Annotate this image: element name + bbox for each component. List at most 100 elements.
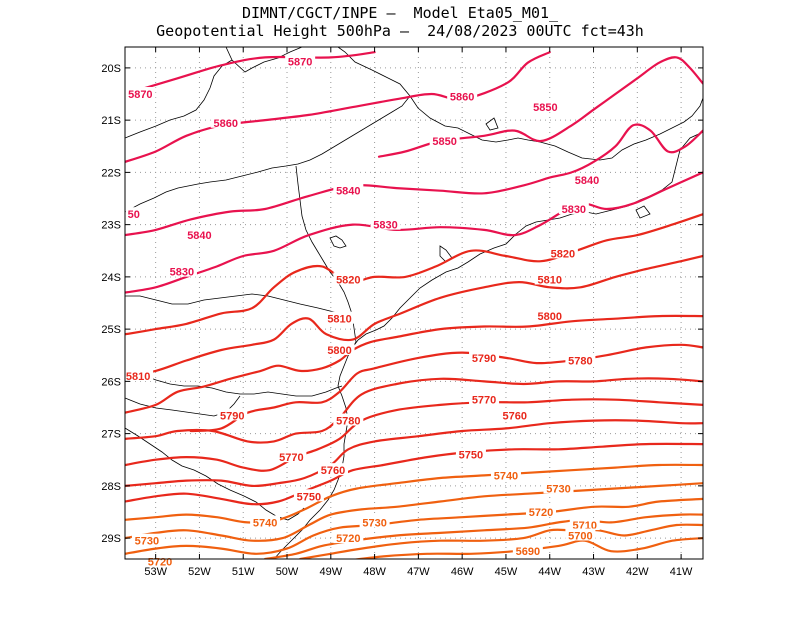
title-line-2: Geopotential Height 500hPa – 24/08/2023 … bbox=[156, 22, 644, 40]
lat-tick-label: 22S bbox=[101, 167, 121, 179]
plot-frame bbox=[124, 46, 704, 560]
lon-tick-label: 52W bbox=[188, 566, 211, 578]
contour-5780 bbox=[125, 377, 703, 444]
state-border bbox=[125, 95, 411, 213]
contour-5740 bbox=[125, 463, 703, 524]
state-border bbox=[125, 371, 343, 397]
contour-5870 bbox=[125, 51, 376, 96]
contour-label: 50 bbox=[128, 209, 140, 221]
contour-5840 bbox=[125, 123, 703, 237]
contour-label-bg bbox=[217, 408, 248, 421]
contour-lines bbox=[125, 51, 703, 559]
contour-label: 5810 bbox=[126, 371, 150, 383]
contour-label-bg bbox=[547, 246, 578, 259]
contour-label: 5750 bbox=[297, 491, 321, 503]
contour-label: 5840 bbox=[575, 175, 599, 187]
state-border bbox=[125, 293, 353, 319]
lat-tick-label: 29S bbox=[101, 533, 121, 545]
contour-label: 5740 bbox=[253, 517, 277, 529]
contour-label-bg bbox=[571, 173, 602, 186]
contour-label-bg bbox=[145, 554, 176, 567]
contour-label-bg bbox=[530, 100, 561, 113]
contour-5700 bbox=[299, 523, 703, 559]
contour-label-bg bbox=[131, 533, 162, 546]
contour-label: 5850 bbox=[432, 136, 456, 148]
contour-label-bg bbox=[125, 207, 142, 220]
contour-label-bg bbox=[490, 468, 521, 481]
contour-label: 5720 bbox=[148, 557, 172, 569]
title-line-1: DIMNT/CGCT/INPE – Model Eta05_M01_ bbox=[241, 4, 559, 22]
contour-label: 5750 bbox=[459, 450, 483, 462]
contour-label-bg bbox=[184, 228, 215, 241]
lat-tick-label: 26S bbox=[101, 376, 121, 388]
lat-tick-label: 21S bbox=[101, 115, 121, 127]
contour-label-bg bbox=[293, 489, 324, 502]
lon-tick-label: 43W bbox=[582, 566, 605, 578]
lon-tick-label: 45W bbox=[495, 566, 518, 578]
contour-label: 5770 bbox=[279, 452, 303, 464]
contour-label-bg bbox=[333, 413, 364, 426]
contour-label-bg bbox=[565, 353, 596, 366]
lon-tick-label: 47W bbox=[407, 566, 430, 578]
contour-label: 5760 bbox=[321, 465, 345, 477]
contour-label: 5810 bbox=[327, 314, 351, 326]
contour-label: 5820 bbox=[551, 248, 575, 260]
contour-5830 bbox=[125, 171, 703, 294]
contour-5690 bbox=[351, 537, 703, 559]
contour-label-bg bbox=[370, 217, 401, 230]
contour-label-bg bbox=[543, 481, 574, 494]
contour-5710 bbox=[264, 513, 703, 559]
lon-tick-label: 42W bbox=[626, 566, 649, 578]
contour-label: 5770 bbox=[472, 395, 496, 407]
figure-title: DIMNT/CGCT/INPE – Model Eta05_M01_ Geopo… bbox=[0, 4, 800, 40]
lon-tick-label: 44W bbox=[538, 566, 561, 578]
contour-label: 5840 bbox=[336, 186, 360, 198]
contour-5720 bbox=[125, 497, 703, 555]
contour-label: 5830 bbox=[170, 267, 194, 279]
contour-label-bg bbox=[512, 544, 543, 557]
contour-label: 5820 bbox=[336, 274, 360, 286]
contour-label-bg bbox=[455, 447, 486, 460]
contour-label: 5780 bbox=[568, 355, 592, 367]
contour-label-bg bbox=[285, 54, 316, 67]
contour-label-bg bbox=[317, 463, 348, 476]
contour-label-bg bbox=[333, 183, 364, 196]
contour-5810 bbox=[125, 254, 703, 378]
lon-tick-label: 53W bbox=[144, 566, 167, 578]
country-border bbox=[125, 427, 305, 521]
contour-label-bg bbox=[534, 309, 565, 322]
contour-label-bg bbox=[569, 518, 600, 531]
contour-label: 5720 bbox=[336, 533, 360, 545]
contour-label-bg bbox=[276, 450, 307, 463]
lon-tick-label: 50W bbox=[276, 566, 299, 578]
contour-5790 bbox=[189, 343, 703, 433]
contour-label: 5830 bbox=[562, 204, 586, 216]
lat-tick-label: 24S bbox=[101, 272, 121, 284]
contour-label-bg bbox=[469, 350, 500, 363]
contour-label-bg bbox=[333, 531, 364, 544]
contour-label-bg bbox=[525, 504, 556, 517]
contour-labels: 5870 5870 5860 5860 5850 5850 5840 5840 5840 5830… bbox=[123, 54, 602, 569]
contour-label: 5840 bbox=[187, 230, 211, 242]
contour-label-bg bbox=[210, 115, 241, 128]
contour-label-bg bbox=[447, 89, 478, 102]
contour-label: 5830 bbox=[373, 220, 397, 232]
coastline bbox=[329, 235, 347, 249]
contour-5860 bbox=[125, 51, 551, 163]
contour-label-bg bbox=[333, 272, 364, 285]
contour-label: 5850 bbox=[533, 102, 557, 114]
country-border bbox=[125, 395, 241, 417]
lat-tick-label: 28S bbox=[101, 481, 121, 493]
contour-label-bg bbox=[534, 272, 565, 285]
contour-label-bg bbox=[324, 311, 355, 324]
contour-label-bg bbox=[125, 87, 156, 100]
lon-tick-label: 49W bbox=[319, 566, 342, 578]
contour-label: 5810 bbox=[538, 274, 562, 286]
lon-tick-label: 48W bbox=[363, 566, 386, 578]
contour-label-bg bbox=[429, 134, 460, 147]
contour-label: 5740 bbox=[494, 470, 518, 482]
contour-label-bg bbox=[499, 408, 530, 421]
